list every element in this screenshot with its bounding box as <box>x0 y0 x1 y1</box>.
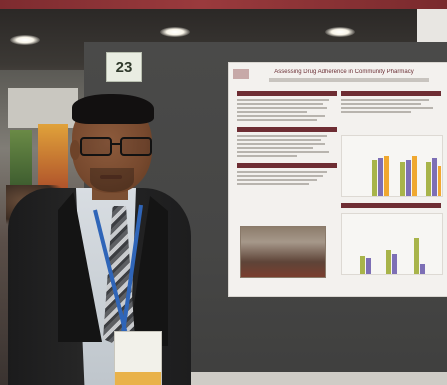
text-line <box>237 107 327 109</box>
poster-authors <box>269 78 429 82</box>
chart-bar <box>432 158 437 196</box>
text-line <box>237 119 317 121</box>
text-line <box>237 103 323 105</box>
poster-left-column <box>237 91 337 291</box>
mouth <box>100 175 122 179</box>
text-line <box>237 151 329 153</box>
glasses-bridge <box>110 143 120 145</box>
chart-bar <box>386 250 391 274</box>
poster-bar-chart-top <box>341 135 443 197</box>
ceiling-light <box>160 27 190 37</box>
text-line <box>237 147 313 149</box>
orange-banner <box>38 124 68 188</box>
glasses-lens-right <box>120 137 152 156</box>
chart-bar <box>378 158 383 196</box>
top-frame-strip <box>0 0 447 9</box>
glasses-lens-left <box>80 137 112 156</box>
board-number-sign: 23 <box>106 52 142 82</box>
chart-bar <box>420 264 425 274</box>
section-header <box>237 91 337 96</box>
badge-band <box>115 372 161 385</box>
text-line <box>237 115 325 117</box>
floor-edge <box>150 372 447 385</box>
text-line <box>341 99 429 101</box>
ear <box>70 140 80 160</box>
text-line <box>237 171 327 173</box>
text-line <box>341 107 433 109</box>
poster-bar-chart-bottom <box>341 213 443 275</box>
chart-bar <box>438 166 441 196</box>
poster-title: Assessing Drug Adherence in Community Ph… <box>274 69 414 75</box>
chart-bar <box>426 162 431 196</box>
text-line <box>237 111 307 113</box>
text-line <box>341 103 421 105</box>
poster-logo <box>233 69 249 79</box>
poster-photo <box>240 226 326 278</box>
chart-bar <box>400 162 405 196</box>
ceiling-light <box>10 35 40 45</box>
text-line <box>237 175 323 177</box>
text-line <box>237 99 329 101</box>
chart-bar <box>366 258 371 274</box>
chart-bar <box>414 238 419 274</box>
section-header <box>237 127 337 132</box>
text-line <box>237 143 325 145</box>
beard-shadow <box>90 168 134 192</box>
text-line <box>237 135 327 137</box>
chart-bar <box>392 254 397 274</box>
chart-bar <box>360 256 365 274</box>
ceiling-light <box>325 27 355 37</box>
section-header <box>341 91 441 96</box>
section-header <box>341 203 441 208</box>
text-line <box>237 155 297 157</box>
eyeglasses <box>80 137 152 156</box>
hair <box>72 94 154 124</box>
text-line <box>237 183 309 185</box>
research-poster: Assessing Drug Adherence in Community Ph… <box>229 63 447 296</box>
poster-right-column <box>341 91 441 291</box>
section-header <box>237 163 337 168</box>
green-banner <box>10 130 32 190</box>
chart-bar <box>384 156 389 196</box>
name-badge <box>114 331 162 385</box>
chart-bar <box>372 160 377 196</box>
chart-bar <box>406 160 411 196</box>
text-line <box>341 111 411 113</box>
chart-bar <box>412 156 417 196</box>
hall-wall <box>8 88 78 128</box>
text-line <box>237 179 317 181</box>
text-line <box>237 139 321 141</box>
